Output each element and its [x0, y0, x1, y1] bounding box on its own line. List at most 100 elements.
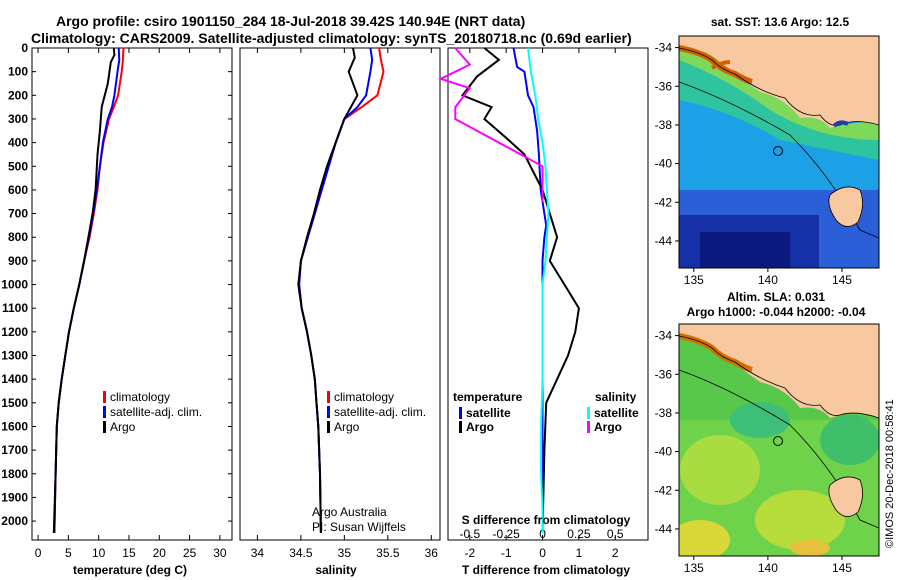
x-tick-label: 1: [576, 546, 583, 560]
depth-tick-label: 400: [8, 136, 28, 150]
x-tick-label: -1: [501, 546, 512, 560]
s-diff-tick-label: -0.5: [459, 527, 480, 541]
legend-swatch: [103, 391, 106, 403]
sla-map-image: [679, 324, 879, 556]
depth-tick-label: 1400: [1, 372, 28, 386]
sst-map-lon-axis: 135 140 145: [684, 268, 852, 287]
depth-tick-label: 1200: [1, 325, 28, 339]
depth-tick-label: 1800: [1, 467, 28, 481]
legend-title-temperature: temperature: [453, 390, 523, 404]
map-lat-label: -36: [655, 79, 673, 93]
map-lon-label: 135: [684, 273, 704, 287]
legend-label: satellite-adj. clim.: [110, 405, 202, 419]
map-lon-label: 135: [684, 561, 704, 575]
s-difference-xlabel: S difference from climatology: [462, 513, 631, 527]
legend-label: satellite: [594, 406, 639, 420]
temperature-xlabel: temperature (deg C): [73, 563, 187, 577]
depth-tick-label: 300: [8, 112, 28, 126]
sst-map: sat. SST: 13.6 Argo: 12.5 -34 -36 -38 -40 -4…: [655, 15, 880, 287]
sst-map-lat-axis: -34 -36 -38 -40 -42 -44: [655, 41, 679, 248]
x-tick-label: 5: [65, 546, 72, 560]
figure-title-line2: Climatology: CARS2009. Satellite-adjuste…: [31, 30, 632, 46]
legend-label: Argo: [594, 420, 622, 434]
series-line-3: [52, 47, 116, 533]
watermark: ©IMOS 20-Dec-2018 00:58:41: [884, 399, 896, 548]
map-lon-label: 145: [832, 561, 852, 575]
salinity-series: [297, 47, 385, 533]
map-lat-label: -38: [655, 118, 673, 132]
x-tick-label: 20: [153, 546, 167, 560]
map-lat-label: -42: [655, 195, 673, 209]
legend-label: Argo: [334, 420, 360, 434]
series-line-3: [297, 47, 359, 533]
x-tick-label: 36: [425, 546, 439, 560]
x-tick-label: 25: [183, 546, 197, 560]
sla-map-float-marker: [773, 436, 783, 446]
x-tick-label: 35.5: [376, 546, 400, 560]
depth-tick-label: 1700: [1, 443, 28, 457]
credit-line2: PI: Susan Wijffels: [312, 520, 406, 534]
map-lat-label: -44: [655, 234, 673, 248]
legend-swatch: [327, 421, 330, 433]
temperature-series: [52, 47, 125, 533]
temperature-x-axis: 0 5 10 15 20 25 30: [35, 48, 227, 560]
s-diff-tick-label: 0.25: [567, 527, 591, 541]
temperature-panel: 0100200300400500600700800900100011001200…: [1, 41, 648, 577]
x-tick-label: 0: [539, 546, 546, 560]
s-diff-tick-label: -0.25: [493, 527, 521, 541]
salinity-x-axis: 34 34.5 35 35.5 36: [251, 48, 439, 560]
difference-plot-frame: [447, 47, 649, 541]
map-lon-label: 140: [758, 273, 778, 287]
depth-tick-label: 500: [8, 159, 28, 173]
depth-tick-label: 100: [8, 65, 28, 79]
difference-legend: temperature salinitysatelliteArgosatellit…: [453, 390, 639, 434]
depth-tick-label: 0: [21, 41, 28, 55]
depth-tick-label: 600: [8, 183, 28, 197]
x-tick-label: 2: [612, 546, 619, 560]
legend-label: climatology: [334, 390, 394, 404]
sla-map: Altim. SLA: 0.031 Argo h1000: -0.044 h20…: [655, 290, 880, 575]
legend-title-salinity: salinity: [595, 390, 637, 404]
legend-swatch: [103, 406, 106, 418]
salinity-panel: 34 34.5 35 35.5 36 climatologysatellite-adj.…: [239, 47, 441, 577]
map-lat-label: -38: [655, 406, 673, 420]
legend-swatch: [327, 391, 330, 403]
credit-line1: Argo Australia: [312, 505, 387, 519]
depth-tick-label: 200: [8, 88, 28, 102]
t-difference-x-axis: -2 -1 0 1 2: [464, 48, 619, 560]
x-tick-label: 15: [122, 546, 136, 560]
depth-tick-label: 1500: [1, 396, 28, 410]
map-lat-label: -36: [655, 367, 673, 381]
x-tick-label: -2: [464, 546, 475, 560]
x-tick-label: 30: [213, 546, 227, 560]
legend-swatch: [327, 406, 330, 418]
difference-series: [438, 47, 580, 533]
legend-label: satellite-adj. clim.: [334, 405, 426, 419]
map-lat-label: -42: [655, 483, 673, 497]
legend-label: climatology: [110, 390, 170, 404]
depth-tick-label: 1900: [1, 490, 28, 504]
map-lat-label: -40: [655, 445, 673, 459]
s-diff-tick-label: 0: [539, 527, 546, 541]
map-lat-label: -44: [655, 522, 673, 536]
sst-map-title: sat. SST: 13.6 Argo: 12.5: [711, 15, 850, 29]
t-difference-xlabel: T difference from climatology: [462, 563, 630, 577]
depth-tick-label: 1100: [2, 301, 28, 315]
s-difference-x-axis: -0.5 -0.25 0 0.25 0.5: [459, 527, 623, 541]
sla-map-lat-axis: -34 -36 -38 -40 -42 -44: [655, 329, 679, 536]
depth-tick-label: 1600: [1, 419, 28, 433]
sst-map-image: [679, 36, 879, 268]
temperature-plot-frame: [31, 47, 233, 541]
legend-label: satellite: [466, 406, 511, 420]
depth-tick-label: 800: [8, 230, 28, 244]
series-line-4: [438, 47, 544, 202]
legend-label: Argo: [466, 420, 494, 434]
depth-tick-label: 1000: [1, 278, 28, 292]
legend-swatch: [587, 407, 590, 419]
series-line-3: [527, 47, 550, 533]
depth-tick-label: 700: [8, 207, 28, 221]
s-diff-tick-label: 0.5: [607, 527, 624, 541]
